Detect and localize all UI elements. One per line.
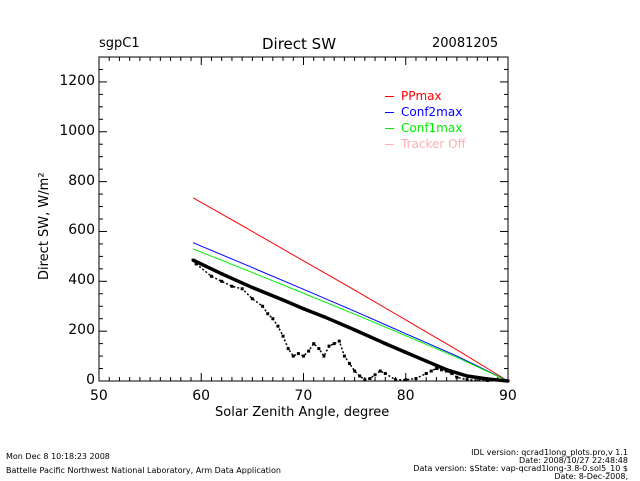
data-point xyxy=(353,328,357,332)
date-label: 20081205 xyxy=(432,36,499,51)
data-point xyxy=(383,342,387,346)
legend-item: Conf1max xyxy=(385,121,462,135)
data-point xyxy=(404,350,408,354)
legend-label: PPmax xyxy=(401,89,442,103)
data-point xyxy=(250,286,254,290)
data-point xyxy=(191,258,195,262)
data-point xyxy=(302,354,305,358)
data-point xyxy=(322,315,326,319)
y-tick-label: 1000 xyxy=(59,122,95,139)
legend-swatch xyxy=(385,112,394,113)
series-measured-lower xyxy=(194,262,490,383)
data-point xyxy=(465,374,469,378)
series-conf2max xyxy=(192,242,509,382)
data-point xyxy=(322,354,326,358)
footer-idl-version: IDL version: qcrad1long_plots.pro,v 1.1 xyxy=(471,448,628,457)
series-measured-upper-line xyxy=(192,258,509,383)
x-tick-label: 90 xyxy=(499,388,517,404)
data-point xyxy=(358,374,362,378)
y-axis-label-text: Direct SW, W/m² xyxy=(37,172,52,280)
data-point xyxy=(291,354,295,358)
legend-label: Tracker Off xyxy=(401,137,466,151)
legend-item: PPmax xyxy=(385,89,442,103)
data-point xyxy=(445,369,449,373)
x-axis-label: Solar Zenith Angle, degree xyxy=(215,405,390,420)
footer-idl-date: Date: 2008/10/27 22:48:48 xyxy=(519,456,628,465)
footer-data-date: Date: 8-Dec-2008, xyxy=(554,472,628,481)
data-point xyxy=(450,372,454,376)
legend-swatch xyxy=(385,96,394,97)
data-point xyxy=(506,379,510,383)
data-point xyxy=(261,304,265,308)
footer-data-version: Data version: $State: vap-qcrad1long-3.8… xyxy=(413,464,628,473)
x-tick-label: 80 xyxy=(396,388,415,404)
data-point xyxy=(220,279,224,283)
series-conf1max xyxy=(192,248,509,382)
y-tick-label: 800 xyxy=(68,172,95,189)
legend-label: Conf1max xyxy=(401,121,463,135)
y-tick-label: 200 xyxy=(68,322,95,339)
footer-timestamp: Mon Dec 8 10:18:23 2008 xyxy=(6,452,110,461)
y-tick-label: 400 xyxy=(68,272,95,289)
legend-swatch xyxy=(385,128,394,129)
x-tick-label: 70 xyxy=(294,388,313,404)
legend-item: Tracker Off xyxy=(385,137,466,151)
x-tick-label: 60 xyxy=(192,388,211,404)
series-ppmax xyxy=(192,197,509,382)
series-measured-lower-line xyxy=(195,263,488,382)
legend-swatch xyxy=(385,144,394,145)
data-point xyxy=(353,369,357,373)
data-point xyxy=(378,369,382,373)
data-point xyxy=(209,274,213,278)
y-tick-label: 1200 xyxy=(59,72,95,89)
data-point xyxy=(332,342,336,346)
legend-item: Conf2max xyxy=(385,105,462,119)
data-point xyxy=(348,362,352,366)
y-axis-label: Direct SW, W/m² xyxy=(37,172,52,280)
chart-title: Direct SW xyxy=(262,35,337,53)
x-tick-label: 50 xyxy=(90,388,108,404)
data-point xyxy=(220,272,224,276)
site-label: sgpC1 xyxy=(99,36,140,51)
data-point xyxy=(281,298,285,302)
legend-label: Conf2max xyxy=(401,105,463,119)
data-point xyxy=(424,359,428,363)
data-point xyxy=(250,297,254,301)
y-tick-label: 600 xyxy=(68,222,95,239)
footer-organization: Battelle Pacific Northwest National Labo… xyxy=(6,466,281,475)
data-point xyxy=(230,284,234,288)
data-point xyxy=(404,378,408,382)
data-point xyxy=(302,307,305,311)
data-point xyxy=(455,375,459,379)
y-tick-label: 0 xyxy=(86,372,95,388)
data-point xyxy=(434,367,438,371)
data-point xyxy=(312,342,316,346)
